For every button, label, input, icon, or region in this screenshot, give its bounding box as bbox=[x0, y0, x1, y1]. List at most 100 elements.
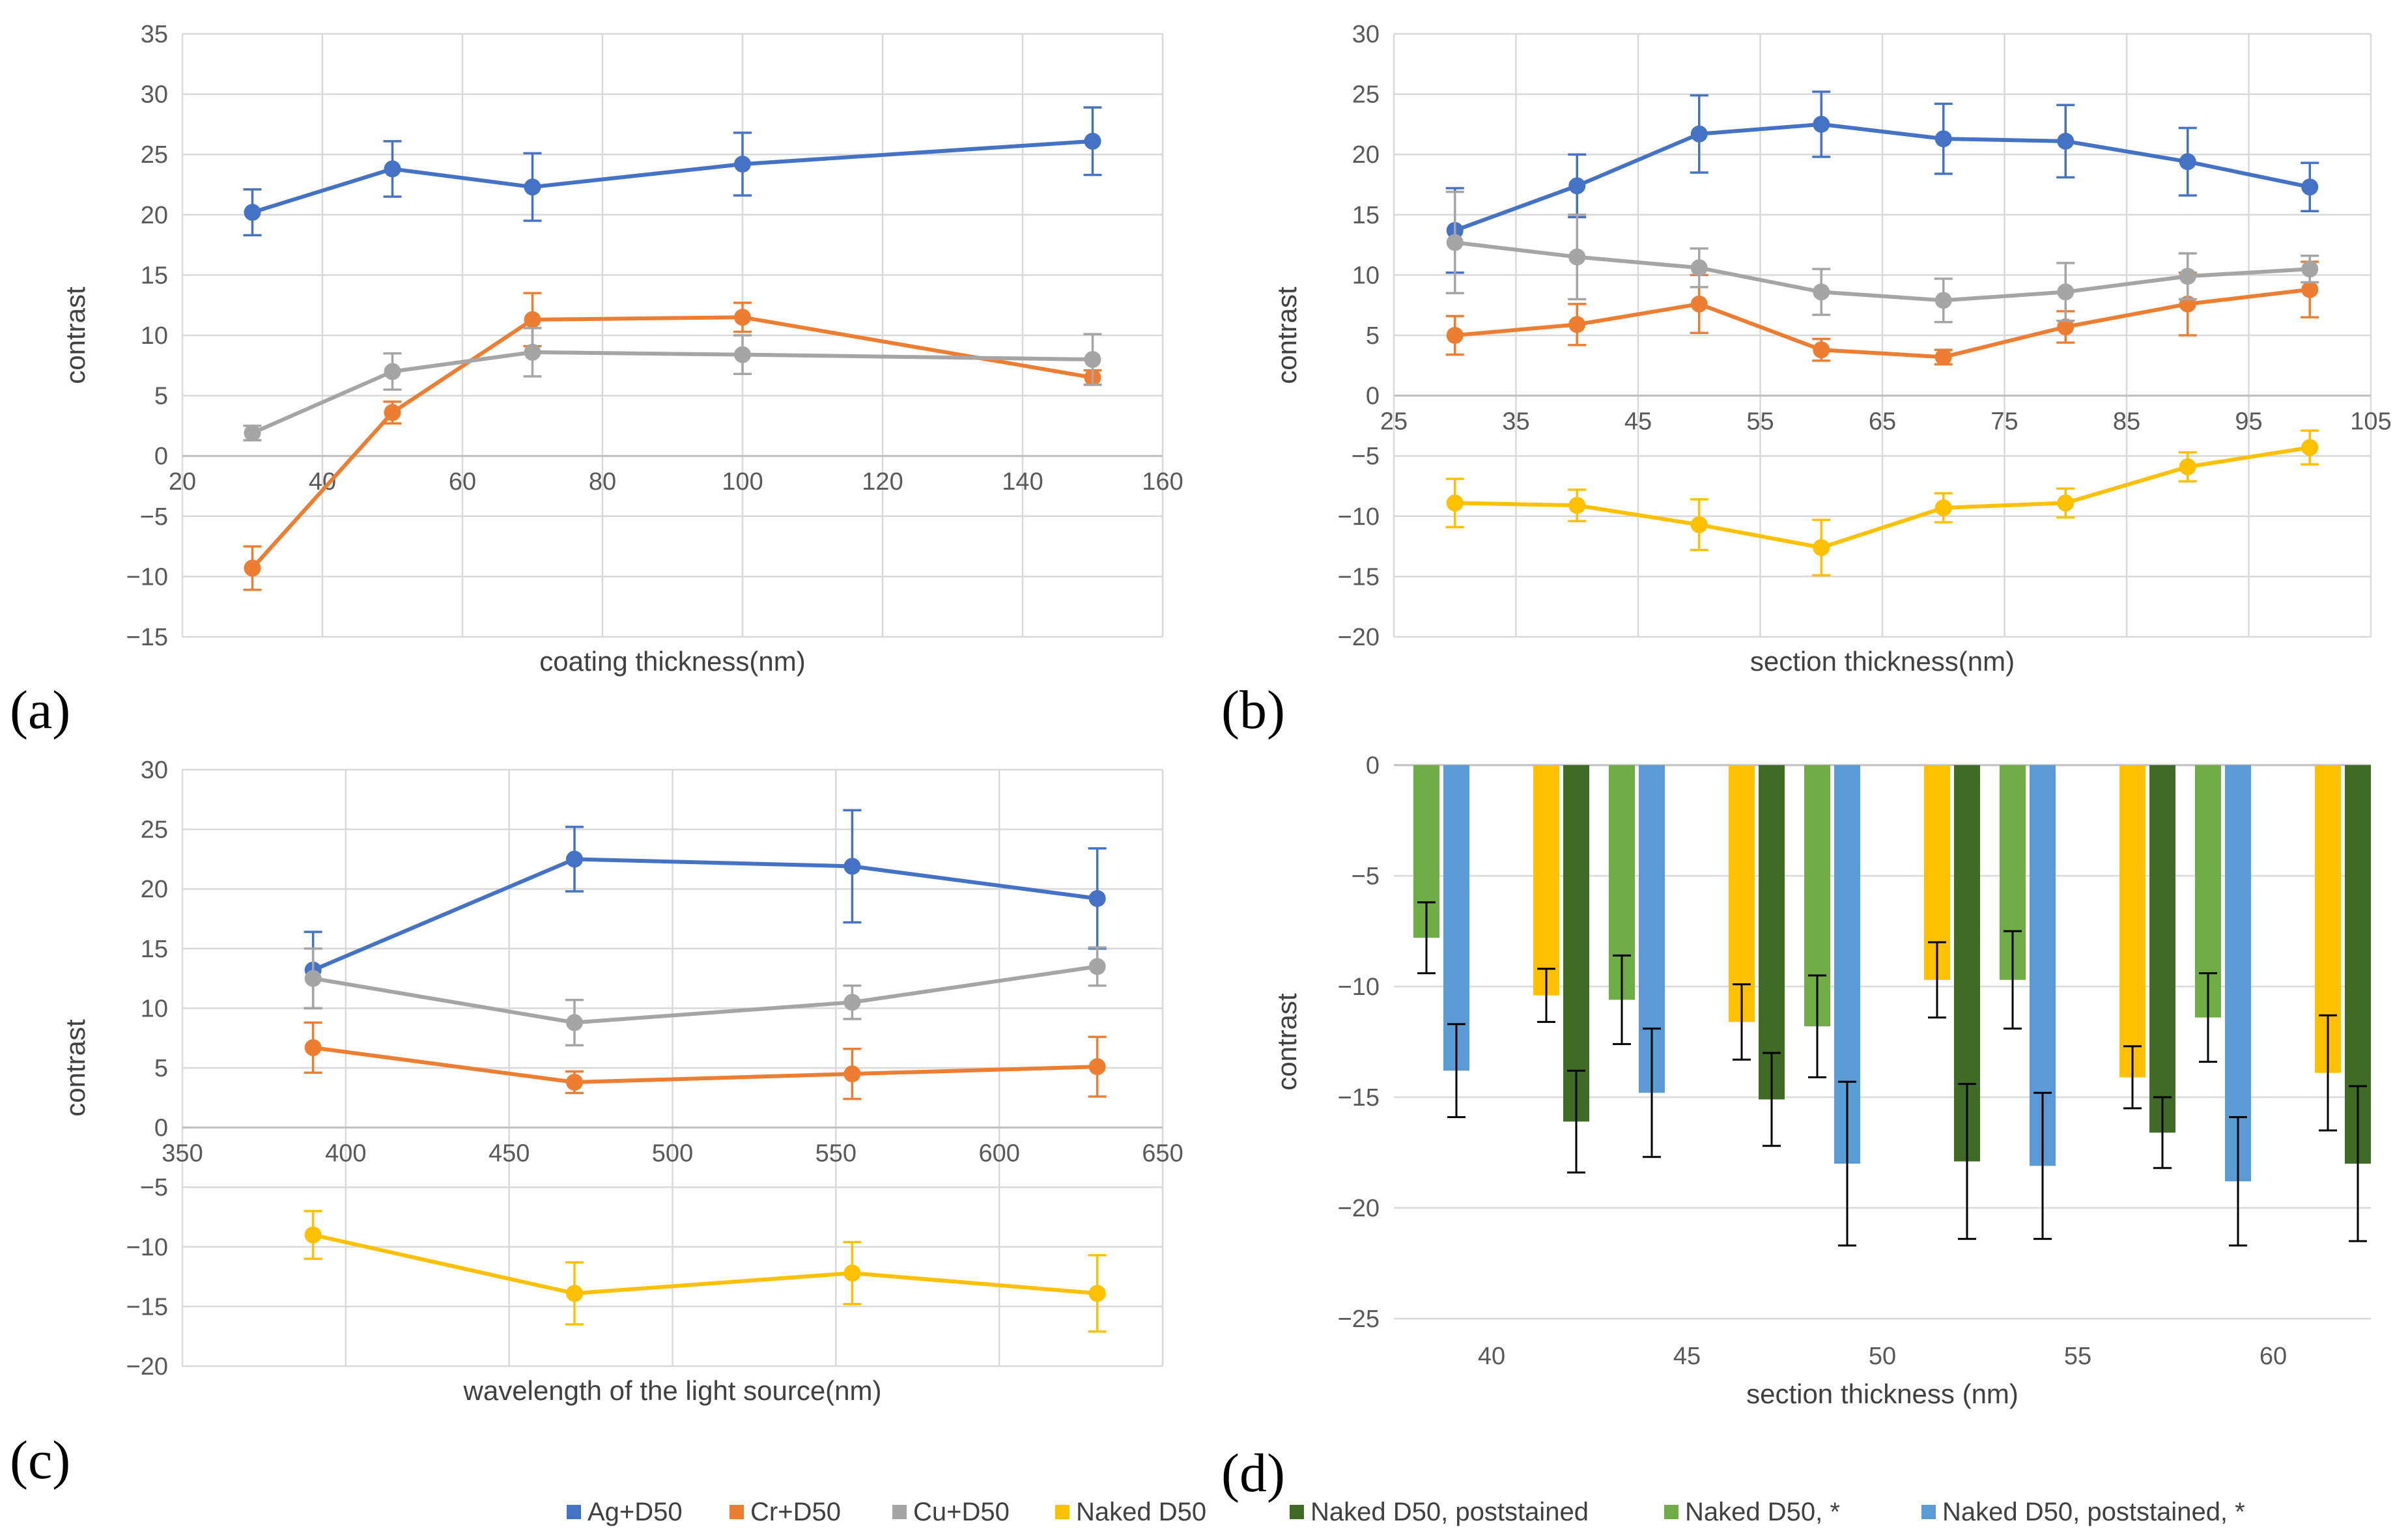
y-tick-label: −20 bbox=[126, 1353, 168, 1380]
y-axis-title: contrast bbox=[60, 287, 91, 384]
bar-naked-d50-poststained bbox=[2225, 765, 2251, 1182]
panel-label-b: (b) bbox=[1221, 680, 1285, 740]
data-point bbox=[2057, 132, 2075, 150]
y-tick-label: 25 bbox=[141, 141, 168, 169]
x-tick-label: 105 bbox=[2350, 408, 2391, 436]
data-point bbox=[1690, 516, 1708, 533]
data-point bbox=[2301, 439, 2319, 456]
x-tick-label: 45 bbox=[1673, 1343, 1701, 1370]
series-line bbox=[313, 964, 1098, 1025]
series-cr-d50 bbox=[304, 1021, 1107, 1100]
series-cu-d50 bbox=[304, 946, 1107, 1046]
bar-naked-d50-poststained bbox=[2149, 765, 2175, 1133]
data-point bbox=[1934, 130, 1952, 148]
x-tick-label: 160 bbox=[1142, 468, 1183, 496]
series-line bbox=[312, 857, 1098, 972]
series-line bbox=[313, 1045, 1098, 1084]
y-tick-label: −25 bbox=[1338, 1306, 1380, 1333]
data-point bbox=[304, 970, 322, 987]
bar-naked-d50-poststained bbox=[1443, 765, 1469, 1071]
data-point bbox=[1568, 316, 1586, 333]
y-tick-label: 10 bbox=[141, 995, 168, 1022]
data-point bbox=[1690, 295, 1708, 313]
y-tick-label: −10 bbox=[1338, 503, 1380, 531]
data-point bbox=[2057, 494, 2075, 512]
data-point bbox=[1568, 248, 1586, 266]
legend-label-naked-d50: Naked D50, * bbox=[1685, 1498, 1840, 1526]
legend-label-cr-d50: Cr+D50 bbox=[750, 1498, 841, 1526]
y-tick-label: −10 bbox=[1338, 973, 1380, 1001]
y-tick-label: 5 bbox=[154, 1055, 168, 1082]
y-tick-label: 30 bbox=[141, 757, 168, 784]
y-tick-label: −5 bbox=[140, 1174, 168, 1201]
y-tick-label: −5 bbox=[140, 503, 168, 531]
x-tick-label: 60 bbox=[449, 468, 476, 496]
series-ag-d50 bbox=[243, 106, 1102, 237]
y-tick-label: 15 bbox=[141, 262, 168, 289]
data-point bbox=[384, 363, 401, 380]
data-point bbox=[566, 1285, 583, 1302]
data-point bbox=[843, 994, 861, 1011]
y-tick-label: 5 bbox=[1366, 322, 1380, 350]
panel-label-d: (d) bbox=[1221, 1443, 1285, 1504]
x-axis-title: section thickness(nm) bbox=[1750, 646, 2015, 677]
y-tick-label: −20 bbox=[1338, 624, 1380, 651]
data-point bbox=[1813, 283, 1830, 301]
data-point bbox=[244, 204, 261, 221]
y-tick-label: −15 bbox=[1338, 1084, 1380, 1112]
x-tick-label: 80 bbox=[589, 468, 616, 496]
data-point bbox=[1568, 497, 1586, 514]
data-point bbox=[843, 858, 861, 875]
series-line bbox=[1454, 122, 2310, 232]
y-tick-label: −20 bbox=[1338, 1195, 1380, 1222]
legend-swatch-naked-d50-poststained bbox=[1921, 1505, 1936, 1519]
x-tick-label: 20 bbox=[169, 468, 196, 496]
data-point bbox=[566, 850, 583, 868]
series-naked-d50 bbox=[304, 1210, 1107, 1333]
bar-naked-d50-poststained bbox=[1759, 765, 1785, 1100]
y-axis-title: contrast bbox=[1271, 287, 1302, 384]
data-point bbox=[2179, 268, 2196, 285]
chart-panel-c: −20 −15 −10 −5 0 5 10 15 20 25 30 350 400 450 500 550 60… bbox=[60, 757, 1183, 1406]
x-tick-label: 95 bbox=[2235, 408, 2262, 436]
y-tick-label: 25 bbox=[1352, 81, 1380, 109]
data-point bbox=[2057, 318, 2075, 336]
data-point bbox=[244, 559, 261, 577]
y-tick-label: 0 bbox=[1366, 383, 1380, 410]
y-axis-title: contrast bbox=[60, 1019, 91, 1117]
series-cu-d50 bbox=[1445, 190, 2319, 324]
data-point bbox=[1446, 234, 1464, 251]
data-point bbox=[2179, 153, 2196, 171]
y-tick-label: −5 bbox=[1352, 863, 1380, 890]
data-point bbox=[1690, 259, 1708, 277]
y-tick-label: −15 bbox=[126, 1293, 168, 1321]
x-axis-title: wavelength of the light source(nm) bbox=[463, 1375, 882, 1406]
x-tick-label: 140 bbox=[1002, 468, 1043, 496]
x-tick-label: 50 bbox=[1869, 1343, 1896, 1370]
legend-label-naked-d50-poststained: Naked D50, poststained bbox=[1310, 1498, 1589, 1526]
y-tick-label: 35 bbox=[141, 21, 168, 48]
legend-swatch-naked-d50 bbox=[1055, 1505, 1069, 1519]
y-tick-label: 25 bbox=[141, 817, 168, 844]
data-point bbox=[1813, 115, 1830, 133]
series-line bbox=[251, 350, 1093, 435]
data-point bbox=[566, 1073, 583, 1091]
y-tick-label: 30 bbox=[141, 81, 168, 109]
bar-naked-d50 bbox=[1729, 765, 1755, 1022]
bar-naked-d50-poststained bbox=[1563, 765, 1589, 1122]
legend-label-naked-d50: Naked D50 bbox=[1076, 1498, 1206, 1526]
y-tick-label: 15 bbox=[141, 936, 168, 963]
series-cr-d50 bbox=[1445, 260, 2319, 366]
data-point bbox=[2179, 458, 2196, 475]
x-tick-label: 350 bbox=[162, 1140, 203, 1168]
x-tick-label: 40 bbox=[1478, 1343, 1505, 1370]
legend-swatch-naked-d50-poststained bbox=[1290, 1505, 1304, 1519]
data-point bbox=[1568, 177, 1586, 195]
data-point bbox=[2301, 178, 2319, 196]
data-point bbox=[1813, 341, 1830, 359]
series-line bbox=[1454, 445, 2310, 550]
y-tick-label: 30 bbox=[1352, 21, 1380, 48]
legend-label-ag-d50: Ag+D50 bbox=[588, 1498, 683, 1526]
